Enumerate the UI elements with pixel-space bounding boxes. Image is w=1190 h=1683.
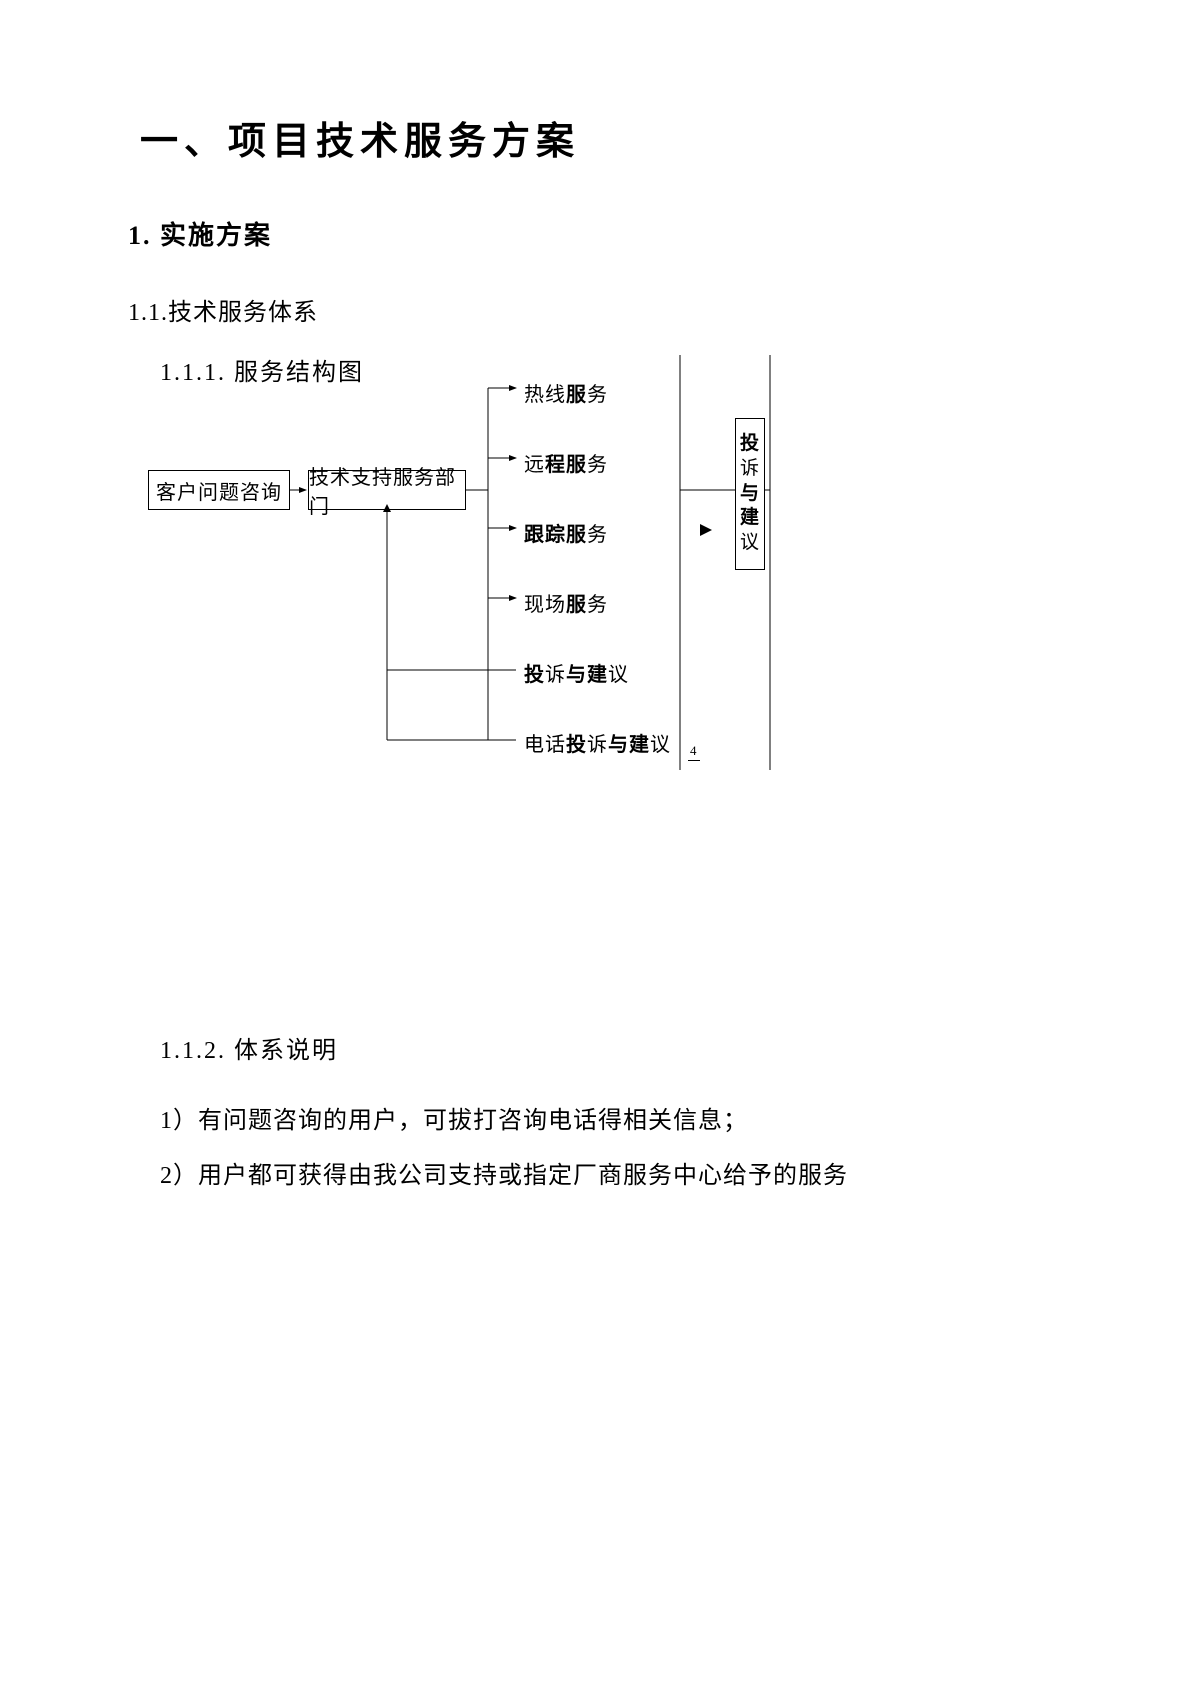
node-label: 技术支持服务部门 bbox=[309, 461, 465, 519]
misc-label-4: 4 bbox=[690, 743, 698, 759]
node-label: 客户问题咨询 bbox=[156, 476, 282, 505]
service-label-tracking: 跟踪服务 bbox=[524, 518, 608, 547]
node-label-part: 议 bbox=[740, 531, 760, 556]
service-label-phone-complaint: 电话投诉与建议 bbox=[524, 728, 671, 757]
service-label-complaint: 投诉与建议 bbox=[524, 658, 629, 687]
flowchart-node-complaint: 投 诉 与 建 议 bbox=[735, 418, 765, 570]
flowchart-node-tech-support: 技术支持服务部门 bbox=[308, 470, 466, 510]
section-heading-1-1-2: 1.1.2. 体系说明 bbox=[160, 1030, 338, 1065]
service-label-remote: 远程服务 bbox=[524, 448, 608, 477]
flowchart-node-customer: 客户问题咨询 bbox=[148, 470, 290, 510]
service-label-onsite: 现场服务 bbox=[524, 588, 608, 617]
misc-underline bbox=[688, 760, 700, 761]
node-label-part: 投 bbox=[740, 432, 760, 457]
body-text-line-2: 2）用户都可获得由我公司支持或指定厂商服务中心给予的服务 bbox=[160, 1155, 848, 1190]
service-label-hotline: 热线服务 bbox=[524, 378, 608, 407]
service-structure-flowchart: 客户问题咨询 技术支持服务部门 投 诉 与 建 议 热线服务 远程服务 跟踪服务… bbox=[0, 0, 1190, 800]
node-label-part: 与 bbox=[740, 482, 760, 507]
node-label-part: 建 bbox=[740, 506, 760, 531]
body-text-line-1: 1）有问题咨询的用户，可拔打咨询电话得相关信息； bbox=[160, 1100, 748, 1135]
node-label-part: 诉 bbox=[740, 457, 760, 482]
